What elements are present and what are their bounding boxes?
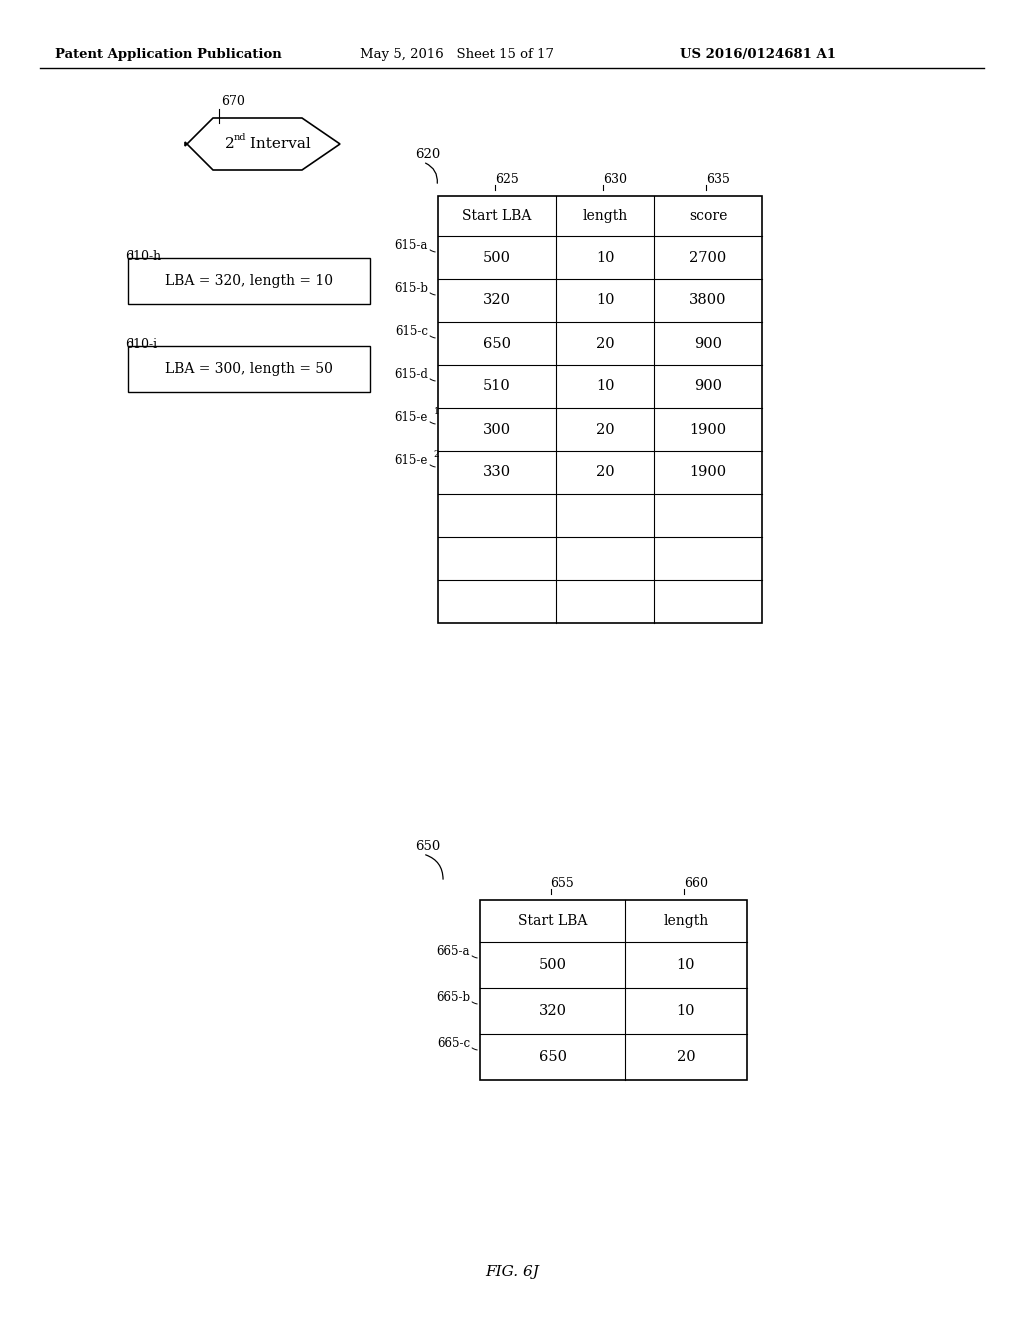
Text: 10: 10 [596,293,614,308]
Text: Interval: Interval [245,137,310,150]
Text: 625: 625 [495,173,519,186]
FancyArrowPatch shape [430,249,435,252]
FancyArrowPatch shape [426,855,443,879]
FancyArrowPatch shape [426,164,437,183]
Text: 665-b: 665-b [436,991,470,1005]
Text: 300: 300 [483,422,511,437]
Text: 615-c: 615-c [395,325,428,338]
Text: 2: 2 [225,137,234,150]
FancyArrowPatch shape [430,335,435,338]
Text: 10: 10 [677,958,695,972]
Text: 650: 650 [415,840,440,853]
Text: 615-d: 615-d [394,368,428,381]
FancyArrowPatch shape [430,422,435,424]
Text: 615-e: 615-e [394,454,428,467]
FancyArrowPatch shape [430,379,435,381]
Text: Start LBA: Start LBA [518,913,587,928]
FancyArrowPatch shape [472,1048,477,1049]
Text: 20: 20 [596,466,614,479]
Text: 1: 1 [433,407,439,416]
Text: 660: 660 [684,876,708,890]
Text: 670: 670 [221,95,245,108]
Text: 2700: 2700 [689,251,727,264]
Text: FIG. 6J: FIG. 6J [485,1265,539,1279]
FancyArrowPatch shape [430,465,435,467]
Text: 3800: 3800 [689,293,727,308]
FancyArrowPatch shape [472,956,477,958]
Text: 10: 10 [596,251,614,264]
Text: 1900: 1900 [689,422,727,437]
Text: 900: 900 [694,337,722,351]
FancyArrowPatch shape [472,1002,477,1005]
Text: score: score [689,209,727,223]
Text: 1900: 1900 [689,466,727,479]
Bar [480,900,746,1080]
Text: May 5, 2016   Sheet 15 of 17: May 5, 2016 Sheet 15 of 17 [360,48,554,61]
Text: 665-a: 665-a [436,945,470,958]
Text: 20: 20 [596,337,614,351]
Text: 10: 10 [596,380,614,393]
Text: 665-c: 665-c [437,1038,470,1049]
Text: Start LBA: Start LBA [462,209,531,223]
Text: 615-b: 615-b [394,282,428,294]
Text: 610-i: 610-i [125,338,157,351]
Text: 320: 320 [483,293,511,308]
Text: LBA = 300, length = 50: LBA = 300, length = 50 [165,362,333,376]
Text: 650: 650 [483,337,511,351]
Bar [438,195,762,623]
Text: 615-e: 615-e [394,411,428,424]
Text: 630: 630 [603,173,627,186]
Text: 330: 330 [483,466,511,479]
Text: 610-h: 610-h [125,249,161,263]
Text: nd: nd [234,132,247,141]
Text: 655: 655 [551,876,574,890]
Text: 900: 900 [694,380,722,393]
Text: 20: 20 [677,1049,695,1064]
Text: length: length [664,913,709,928]
FancyArrowPatch shape [430,293,435,294]
Text: 500: 500 [483,251,511,264]
Text: 320: 320 [539,1005,566,1018]
Bar [128,257,370,304]
Text: 510: 510 [483,380,511,393]
Bar [128,346,370,392]
Text: 635: 635 [706,173,730,186]
Text: 615-a: 615-a [394,239,428,252]
Text: 500: 500 [539,958,566,972]
Text: length: length [583,209,628,223]
Text: 20: 20 [596,422,614,437]
Text: Patent Application Publication: Patent Application Publication [55,48,282,61]
Text: 2: 2 [433,450,439,459]
Text: 620: 620 [415,148,440,161]
Text: 10: 10 [677,1005,695,1018]
Text: US 2016/0124681 A1: US 2016/0124681 A1 [680,48,836,61]
Text: LBA = 320, length = 10: LBA = 320, length = 10 [165,275,333,288]
Text: 650: 650 [539,1049,566,1064]
